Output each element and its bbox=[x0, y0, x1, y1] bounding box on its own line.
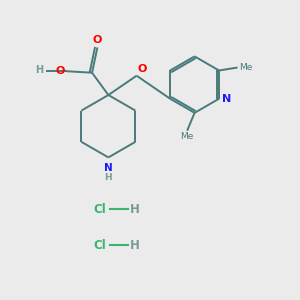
Text: O: O bbox=[56, 66, 65, 76]
Text: N: N bbox=[222, 94, 231, 104]
Text: O: O bbox=[93, 35, 102, 45]
Text: Me: Me bbox=[239, 63, 252, 72]
Text: H: H bbox=[35, 65, 44, 75]
Text: N: N bbox=[104, 163, 113, 173]
Text: Me: Me bbox=[181, 132, 194, 141]
Text: H: H bbox=[130, 238, 140, 252]
Text: O: O bbox=[138, 64, 147, 74]
Text: H: H bbox=[105, 173, 112, 182]
Text: H: H bbox=[130, 203, 140, 216]
Text: Cl: Cl bbox=[93, 203, 106, 216]
Text: Cl: Cl bbox=[93, 238, 106, 252]
